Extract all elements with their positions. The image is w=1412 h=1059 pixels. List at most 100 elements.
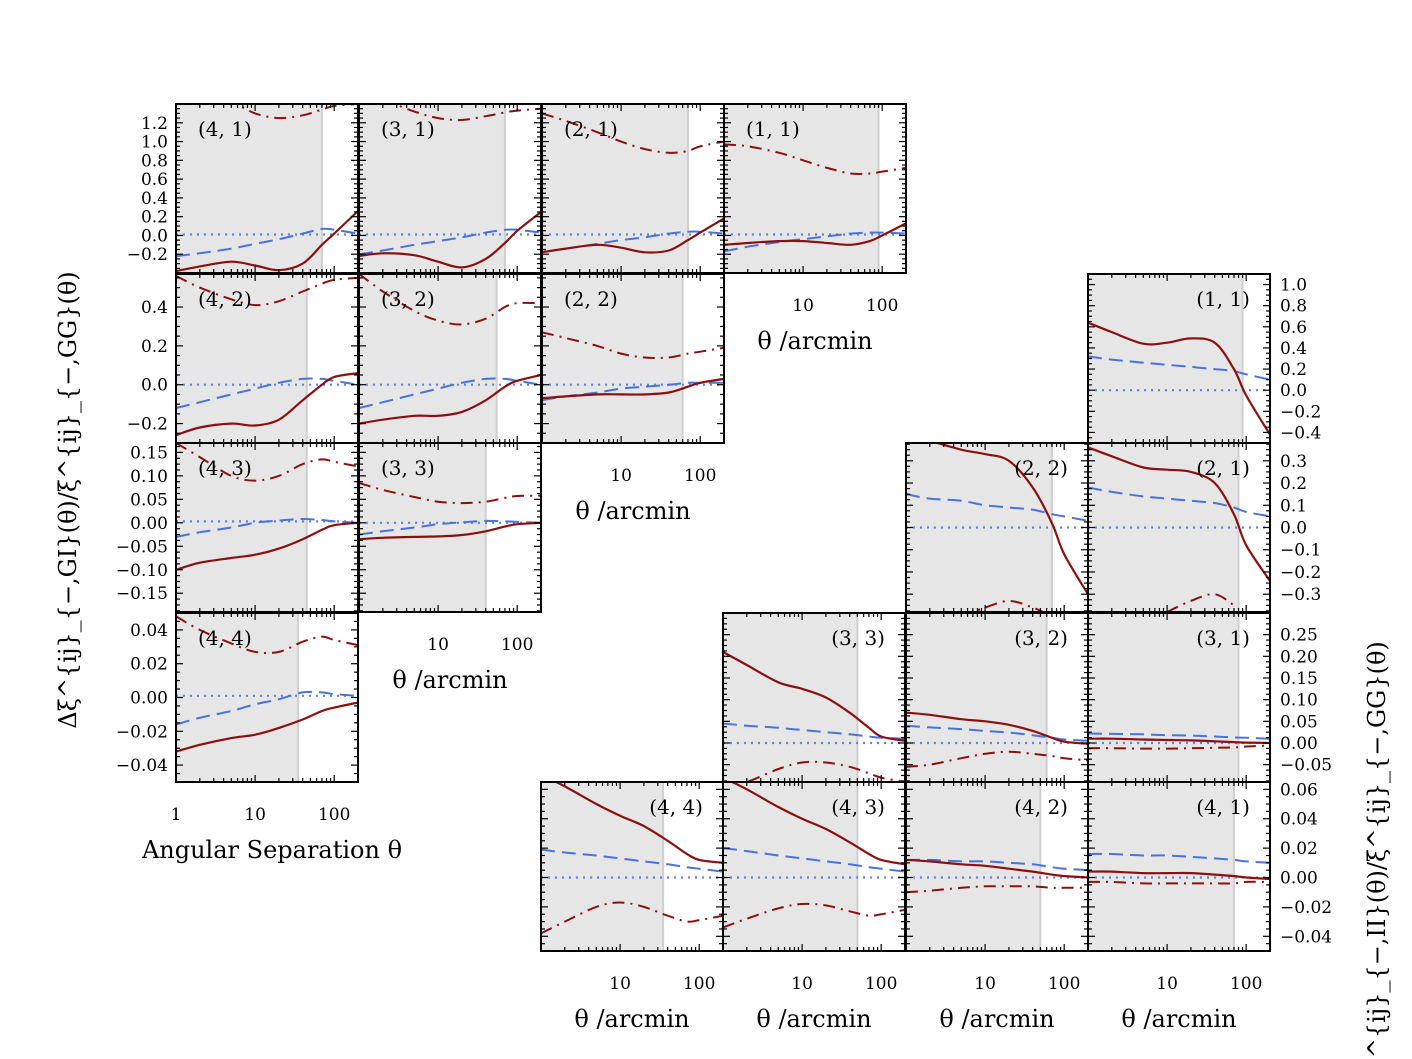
panel-label: (3, 3): [381, 456, 435, 480]
y-tick-label: −0.02: [1280, 898, 1332, 918]
series-dash-dot: [1088, 880, 1270, 885]
y-tick-label: 0.2: [1280, 474, 1307, 494]
panel-right-0: (1, 1): [1087, 273, 1271, 444]
x-tick-label: 100: [1048, 974, 1080, 994]
shaded-region: [542, 104, 688, 273]
series-dashed: [176, 227, 358, 258]
series-dash-dot: [1088, 744, 1270, 750]
shaded-region: [1088, 613, 1239, 782]
shaded-region: [176, 443, 307, 612]
y-tick-label: 0.1: [1280, 496, 1307, 516]
panel-left-5: (3, 2): [358, 273, 542, 444]
y-tick-label: 0.3: [1280, 452, 1307, 472]
panel-left-9: (4, 4): [175, 612, 359, 783]
y-tick-label: 0.05: [1280, 712, 1318, 732]
y-tick-label: −0.3: [1280, 585, 1321, 605]
shaded-region: [176, 613, 299, 782]
y-tick-label: 0.10: [1280, 691, 1318, 711]
panel-left-3: (1, 1): [723, 103, 907, 274]
panel-right-1: (2, 2): [905, 442, 1089, 613]
series-dash-dot: [176, 275, 358, 307]
y-tick-label: 0.02: [130, 655, 168, 675]
panel-label: (4, 4): [198, 626, 252, 650]
panel-label: (2, 1): [564, 117, 618, 141]
series-dash-dot: [359, 481, 541, 505]
series-solid: [542, 377, 724, 400]
x-axis-title: θ /arcmin: [757, 327, 872, 355]
x-axis-title: θ /arcmin: [1121, 1005, 1236, 1033]
series-solid: [176, 372, 358, 437]
y-tick-label: 0.6: [141, 170, 168, 190]
y-tick-label: −0.04: [1280, 927, 1332, 947]
panel-label: (3, 2): [1014, 626, 1068, 650]
y-tick-label: 0.0: [1280, 519, 1307, 539]
series-dashed: [723, 722, 905, 740]
y-tick-label: 0.4: [141, 298, 168, 318]
series-dash-dot: [176, 615, 358, 655]
y-tick-label: −0.04: [116, 756, 168, 776]
y-tick-label: 0.00: [1280, 869, 1318, 889]
series-solid: [1088, 446, 1270, 582]
y-tick-label: −0.2: [127, 245, 168, 265]
shaded-region: [1088, 443, 1239, 612]
series-dashed: [1088, 486, 1270, 518]
panel-left-8: (3, 3): [358, 442, 542, 613]
panel-label: (1, 1): [746, 117, 800, 141]
series-dashed: [906, 724, 1088, 742]
panel-left-2: (2, 1): [541, 103, 725, 274]
x-tick-label: 10: [427, 635, 449, 655]
y-tick-label: 0.15: [1280, 669, 1318, 689]
series-solid: [723, 651, 905, 742]
x-tick-label: 10: [610, 466, 632, 486]
series-dash-dot: [743, 760, 905, 782]
x-axis-title: θ /arcmin: [575, 497, 690, 525]
panel-label: (4, 1): [198, 117, 252, 141]
x-axis-title: θ /arcmin: [574, 1005, 689, 1033]
series-dashed: [359, 519, 541, 536]
x-tick-label: 100: [866, 296, 898, 316]
y-tick-label: 0.2: [141, 337, 168, 357]
panel-left-7: (4, 3): [175, 442, 359, 613]
panel-left-1: (3, 1): [358, 103, 542, 274]
y-tick-label: −0.2: [1280, 402, 1321, 422]
panel-label: (4, 1): [1196, 795, 1250, 819]
series-dash-dot: [542, 112, 724, 154]
y-tick-label: −0.2: [127, 415, 168, 435]
y-tick-label: 0.00: [1280, 734, 1318, 754]
x-tick-label: 100: [683, 974, 715, 994]
shaded-region: [359, 104, 505, 273]
y-tick-label: −0.10: [116, 561, 168, 581]
y-tick-label: 0.6: [1280, 318, 1307, 338]
x-tick-label: 10: [974, 974, 996, 994]
y-axis-title-left: Δξ^{ij}_{−,GI}(θ)/ξ^{ij}_{−,GG}(θ): [54, 271, 82, 728]
y-tick-label: 0.10: [130, 467, 168, 487]
y-tick-label: 0.06: [1280, 780, 1318, 800]
x-tick-label: 100: [684, 466, 716, 486]
panel-label: (4, 3): [198, 456, 252, 480]
shaded-region: [541, 782, 664, 951]
x-axis-title: θ /arcmin: [939, 1005, 1054, 1033]
panel-right-9: (4, 1): [1087, 781, 1271, 952]
panel-frame: [1087, 781, 1271, 952]
series-dashed: [723, 847, 905, 873]
series-solid: [906, 858, 1088, 879]
panel-right-4: (3, 2): [905, 612, 1089, 783]
panel-label: (1, 1): [1196, 287, 1250, 311]
x-axis-title-bottom: Angular Separation θ: [141, 836, 402, 864]
y-tick-label: 0.04: [1280, 810, 1318, 830]
series-solid: [729, 782, 905, 866]
y-tick-label: 0.25: [1280, 626, 1318, 646]
series-solid: [176, 521, 358, 571]
series-dash-dot: [906, 750, 1088, 768]
series-dash-dot: [724, 143, 906, 175]
series-dashed: [1088, 732, 1270, 740]
x-tick-label: 10: [792, 296, 814, 316]
series-solid: [1088, 870, 1270, 881]
panel-left-6: (2, 2): [541, 273, 725, 444]
y-tick-label: 0.4: [141, 189, 168, 209]
series-dash-dot: [970, 599, 1046, 612]
series-solid: [553, 782, 723, 864]
series-dash-dot: [541, 901, 723, 935]
shaded-region: [906, 443, 1052, 612]
